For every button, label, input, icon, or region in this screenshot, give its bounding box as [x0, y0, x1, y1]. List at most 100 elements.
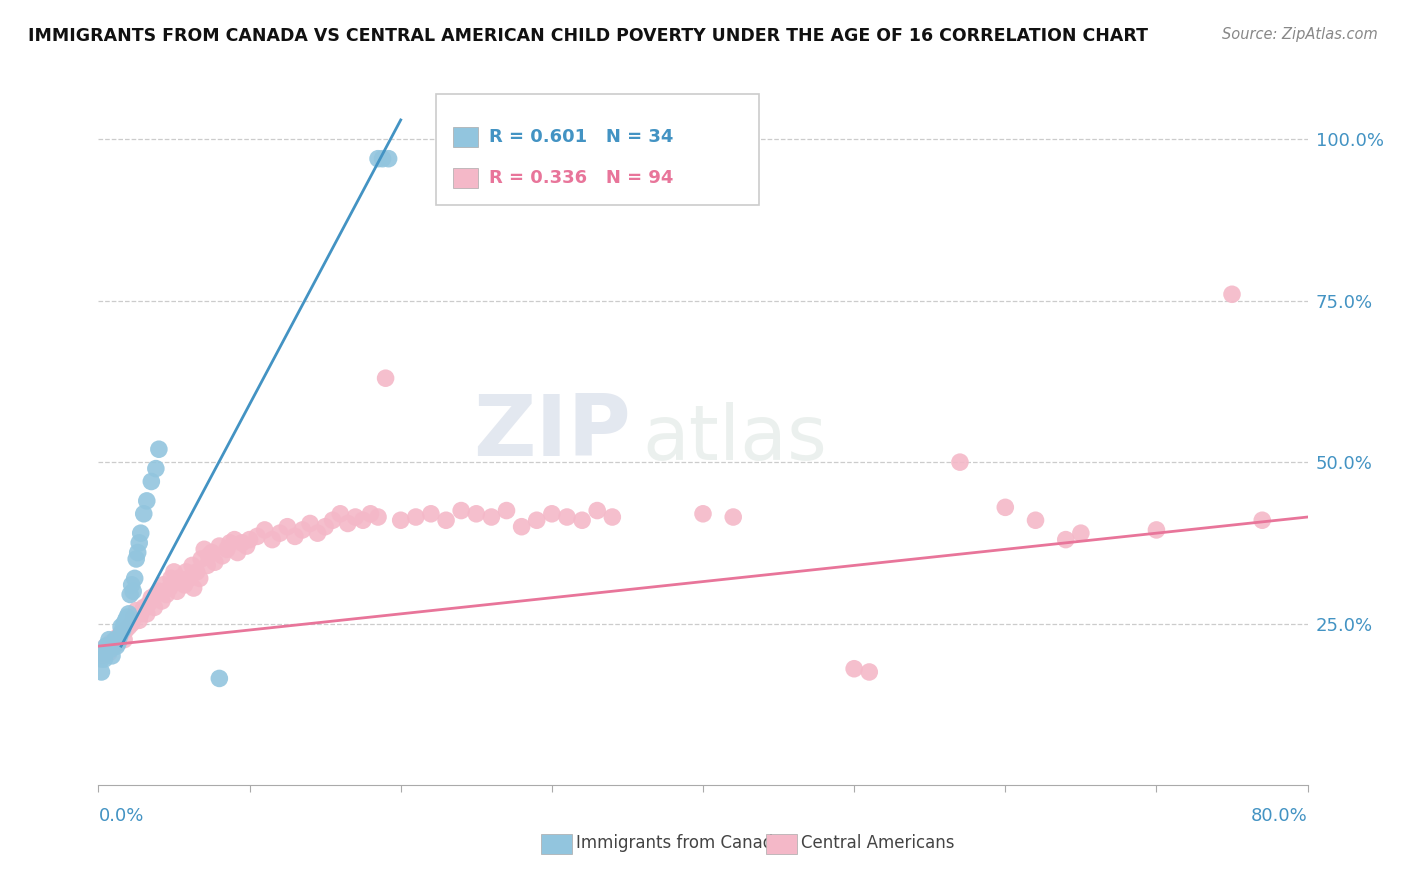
Point	[114, 613, 136, 627]
Text: R = 0.336   N = 94: R = 0.336 N = 94	[489, 169, 673, 187]
Point	[450, 503, 472, 517]
Point	[360, 507, 382, 521]
Point	[201, 545, 224, 559]
Point	[307, 526, 329, 541]
Point	[141, 475, 163, 489]
Point	[1251, 513, 1274, 527]
Point	[128, 613, 150, 627]
Text: 0.0%: 0.0%	[98, 807, 143, 825]
Point	[434, 513, 457, 527]
Point	[994, 500, 1017, 515]
Point	[143, 600, 166, 615]
Point	[555, 510, 578, 524]
Point	[314, 519, 336, 533]
Point	[374, 371, 396, 385]
Point	[118, 620, 141, 634]
Point	[94, 639, 117, 653]
Point	[174, 565, 197, 579]
Point	[122, 584, 145, 599]
Point	[148, 442, 170, 457]
Point	[91, 648, 114, 663]
Point	[183, 581, 205, 595]
Point	[602, 510, 624, 524]
Point	[949, 455, 972, 469]
Point	[163, 565, 186, 579]
Point	[231, 536, 253, 550]
Point	[235, 539, 257, 553]
Point	[115, 610, 138, 624]
Point	[211, 549, 233, 563]
Point	[93, 652, 115, 666]
Point	[723, 510, 745, 524]
Point	[111, 623, 134, 637]
Point	[129, 526, 152, 541]
Point	[145, 587, 167, 601]
Point	[284, 529, 307, 543]
Point	[481, 510, 503, 524]
Point	[160, 571, 183, 585]
Point	[159, 581, 181, 595]
Point	[128, 536, 150, 550]
Point	[118, 607, 141, 621]
Point	[132, 600, 155, 615]
Point	[195, 558, 218, 573]
Point	[1070, 526, 1092, 541]
Point	[204, 555, 226, 569]
Point	[1054, 533, 1077, 547]
Point	[1144, 523, 1167, 537]
Point	[262, 533, 284, 547]
Point	[186, 565, 208, 579]
Point	[239, 533, 262, 547]
Point	[465, 507, 488, 521]
Point	[145, 461, 167, 475]
Point	[226, 545, 249, 559]
Point	[692, 507, 714, 521]
Point	[352, 513, 374, 527]
Point	[389, 513, 412, 527]
Point	[129, 607, 152, 621]
Point	[1024, 513, 1046, 527]
Text: atlas: atlas	[643, 402, 827, 476]
Point	[120, 587, 142, 601]
Point	[110, 626, 132, 640]
Point	[98, 632, 121, 647]
Point	[344, 510, 367, 524]
Point	[108, 630, 131, 644]
Text: ZIP: ZIP	[472, 391, 630, 474]
Point	[100, 642, 122, 657]
Point	[173, 578, 195, 592]
Point	[155, 587, 177, 601]
Point	[94, 639, 117, 653]
Point	[101, 648, 124, 663]
Point	[107, 636, 129, 650]
Point	[420, 507, 443, 521]
Point	[132, 507, 155, 521]
Point	[253, 523, 276, 537]
Point	[299, 516, 322, 531]
Point	[136, 597, 159, 611]
Point	[246, 529, 269, 543]
Point	[367, 510, 389, 524]
Point	[188, 571, 211, 585]
Point	[208, 672, 231, 686]
Point	[152, 578, 174, 592]
Point	[336, 516, 359, 531]
Point	[291, 523, 314, 537]
Point	[844, 662, 866, 676]
Point	[107, 630, 129, 644]
Point	[103, 636, 125, 650]
Point	[510, 519, 533, 533]
Point	[190, 552, 212, 566]
Point	[91, 646, 114, 660]
Point	[135, 494, 157, 508]
Point	[858, 665, 880, 679]
Point	[121, 578, 143, 592]
Point	[90, 665, 112, 679]
Point	[371, 152, 394, 166]
Point	[1220, 287, 1243, 301]
Point	[122, 610, 145, 624]
Point	[125, 552, 148, 566]
Point	[127, 545, 149, 559]
Text: IMMIGRANTS FROM CANADA VS CENTRAL AMERICAN CHILD POVERTY UNDER THE AGE OF 16 COR: IMMIGRANTS FROM CANADA VS CENTRAL AMERIC…	[28, 27, 1149, 45]
Text: Source: ZipAtlas.com: Source: ZipAtlas.com	[1222, 27, 1378, 42]
